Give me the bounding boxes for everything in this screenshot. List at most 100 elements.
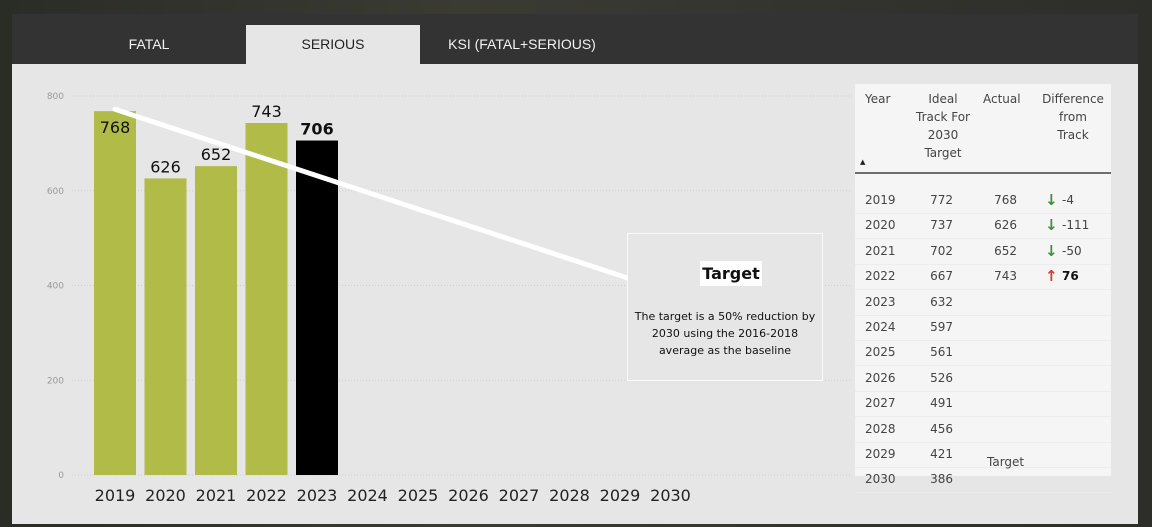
cell-year: 2028 xyxy=(865,421,896,436)
x-tick-label: 2019 xyxy=(95,486,136,505)
table-row: 2023 632 xyxy=(855,290,1111,316)
cell-actual: 652 xyxy=(994,243,1017,258)
bar xyxy=(245,123,288,475)
target-label: Target xyxy=(987,455,1025,469)
data-label: 768 xyxy=(100,118,131,137)
y-tick-label: 400 xyxy=(47,282,64,292)
cell-actual: 768 xyxy=(994,193,1017,207)
table-row: 2021 702 652 ↓ -50 xyxy=(855,239,1111,265)
cell-ideal: 737 xyxy=(930,218,953,233)
callout-line: 2030 using the 2016-2018 xyxy=(651,327,799,340)
tab-ksi[interactable]: KSI (FATAL+SERIOUS) xyxy=(448,36,596,52)
arrow-up-icon: ↑ xyxy=(1045,267,1058,286)
col-difference[interactable]: Difference from Track xyxy=(1038,90,1108,144)
cell-ideal: 632 xyxy=(930,294,953,309)
tab-fatal[interactable]: FATAL xyxy=(128,36,170,52)
cell-ideal: 667 xyxy=(930,269,953,284)
cell-year: 2021 xyxy=(865,243,896,258)
data-label: 652 xyxy=(201,145,232,164)
col-ideal-line: 2030 xyxy=(927,128,959,142)
x-tick-label: 2028 xyxy=(549,486,590,505)
cell-ideal: 386 xyxy=(930,472,953,487)
table-row: 2022 667 743 ↑ 76 xyxy=(855,264,1111,291)
table-row: 2026 526 xyxy=(855,366,1111,392)
col-actual[interactable]: Actual xyxy=(983,92,1021,106)
x-tick-label: 2020 xyxy=(145,486,186,505)
table-row: 2028 456 xyxy=(855,417,1111,443)
x-tick-label: 2024 xyxy=(347,486,388,505)
cell-ideal: 456 xyxy=(930,421,953,436)
tab-bar: FATAL SERIOUS KSI (FATAL+SERIOUS) xyxy=(12,14,1138,64)
table-row: 2019 772 768 ↓ -4 xyxy=(855,188,1111,214)
col-ideal[interactable]: Ideal Track For 2030 Target xyxy=(911,90,975,162)
data-label: 743 xyxy=(251,102,282,121)
col-ideal-line: Ideal xyxy=(928,92,958,106)
table-row: 2020 737 626 ↓ -111 xyxy=(855,213,1111,240)
x-tick-label: 2021 xyxy=(196,486,237,505)
cell-ideal: 772 xyxy=(930,193,953,207)
x-tick-label: 2025 xyxy=(398,486,439,505)
cell-year: 2025 xyxy=(865,345,896,360)
x-tick-label: 2023 xyxy=(297,486,338,505)
col-ideal-line: Target xyxy=(924,146,962,160)
y-tick-label: 800 xyxy=(47,92,64,102)
cell-difference: 76 xyxy=(1062,269,1079,284)
cell-year: 2020 xyxy=(865,218,896,233)
cell-year: 2024 xyxy=(865,320,896,334)
bar xyxy=(94,111,136,475)
table-row: 2029 421 xyxy=(855,442,1111,468)
cell-ideal: 526 xyxy=(930,370,953,385)
table-row: 2024 597 xyxy=(855,315,1111,341)
col-diff-line: Track xyxy=(1057,128,1089,142)
bar xyxy=(144,178,187,475)
x-tick-label: 2027 xyxy=(499,486,540,505)
cell-year: 2029 xyxy=(865,447,896,461)
y-tick-label: 600 xyxy=(47,187,64,197)
arrow-down-icon: ↓ xyxy=(1045,191,1058,209)
col-ideal-line: Track For xyxy=(916,110,970,124)
sort-asc-icon[interactable]: ▲ xyxy=(860,158,866,166)
cell-ideal: 491 xyxy=(930,396,953,411)
cell-year: 2023 xyxy=(865,294,896,309)
cell-actual: 743 xyxy=(994,269,1017,284)
arrow-down-icon: ↓ xyxy=(1045,241,1058,260)
callout-text: The target is a 50% reduction by 2030 us… xyxy=(632,308,818,359)
callout-line: average as the baseline xyxy=(658,344,792,357)
cell-year: 2027 xyxy=(865,396,896,411)
table-row: 2025 561 xyxy=(855,340,1111,367)
bar xyxy=(296,140,338,475)
table-row: 2030 386 xyxy=(855,467,1111,494)
cell-year: 2026 xyxy=(865,370,896,385)
cell-year: 2030 xyxy=(865,472,896,487)
col-year[interactable]: Year xyxy=(865,92,891,106)
cell-difference: -111 xyxy=(1062,218,1090,233)
col-diff-line: from xyxy=(1059,110,1087,124)
y-tick-label: 0 xyxy=(58,471,64,481)
target-table: Year Ideal Track For 2030 Target Actual … xyxy=(855,84,1111,494)
cell-ideal: 561 xyxy=(930,345,953,360)
x-tick-label: 2022 xyxy=(246,486,287,505)
callout-line: The target is a 50% reduction by xyxy=(634,310,816,323)
target-trend-line xyxy=(112,106,673,295)
cell-difference: -50 xyxy=(1062,243,1082,258)
cell-actual: 626 xyxy=(994,218,1017,233)
x-tick-label: 2026 xyxy=(448,486,489,505)
tab-serious[interactable]: SERIOUS xyxy=(246,25,420,64)
cell-ideal: 421 xyxy=(930,447,953,461)
table-row: 2027 491 xyxy=(855,391,1111,418)
cell-year: 2022 xyxy=(865,269,896,284)
target-callout: Target The target is a 50% reduction by … xyxy=(627,233,823,381)
cell-difference: -4 xyxy=(1062,193,1074,207)
table-header: Year Ideal Track For 2030 Target Actual … xyxy=(855,84,1111,174)
arrow-down-icon: ↓ xyxy=(1045,216,1058,235)
data-label: 706 xyxy=(300,120,333,139)
x-tick-label: 2030 xyxy=(650,486,691,505)
cell-ideal: 597 xyxy=(930,320,953,334)
y-tick-label: 200 xyxy=(47,376,64,386)
bar xyxy=(195,166,237,476)
cell-year: 2019 xyxy=(865,193,896,207)
data-label: 626 xyxy=(150,157,181,176)
callout-title: Target xyxy=(700,261,762,286)
cell-ideal: 702 xyxy=(930,243,953,258)
